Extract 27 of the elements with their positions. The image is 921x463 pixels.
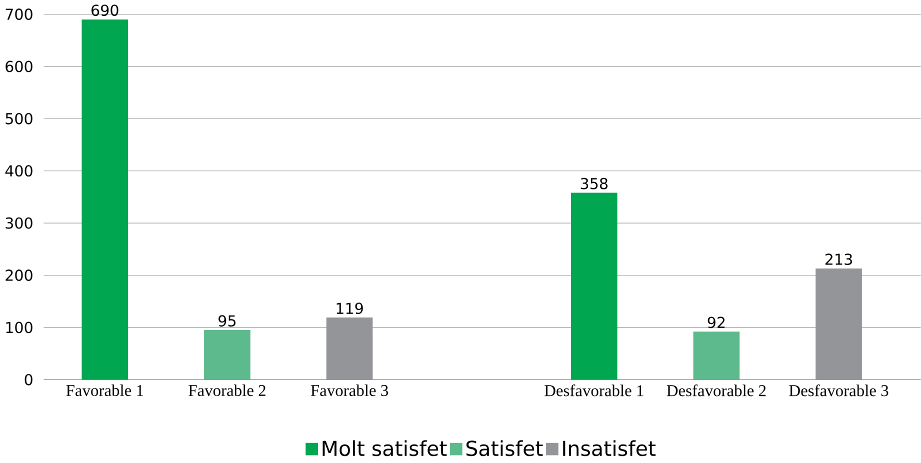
data-label: 213 [825,253,852,265]
y-tick-label: 200 [6,269,32,281]
y-tick-label: 700 [6,8,32,20]
legend-label: Satisfet [466,440,543,456]
y-tick-label: 400 [5,164,32,176]
data-label: 690 [92,4,118,16]
bar [204,330,250,380]
data-label: 119 [336,302,363,314]
x-tick-label: Desfavorable 3 [789,384,888,396]
bar [82,19,128,380]
y-tick-label: 500 [6,112,32,124]
y-tick-label: 600 [6,60,32,72]
x-tick-label: Favorable 3 [310,384,388,396]
x-tick-label: Favorable 1 [66,384,144,396]
x-tick-label: Desfavorable 2 [666,384,766,396]
y-tick-label: 300 [6,217,32,229]
x-tick-label: Favorable 2 [188,384,266,396]
data-label: 358 [580,178,608,190]
bar [693,331,740,380]
legend-label: Molt satisfet [322,440,447,456]
bar [570,192,618,380]
x-tick-label: Desfavorable 1 [544,384,644,396]
data-label: 92 [708,316,725,328]
y-tick-label: 100 [6,322,32,333]
legend-label: Insatisfet [563,440,656,456]
y-tick-label: 0 [24,374,32,386]
data-label: 95 [218,314,236,326]
